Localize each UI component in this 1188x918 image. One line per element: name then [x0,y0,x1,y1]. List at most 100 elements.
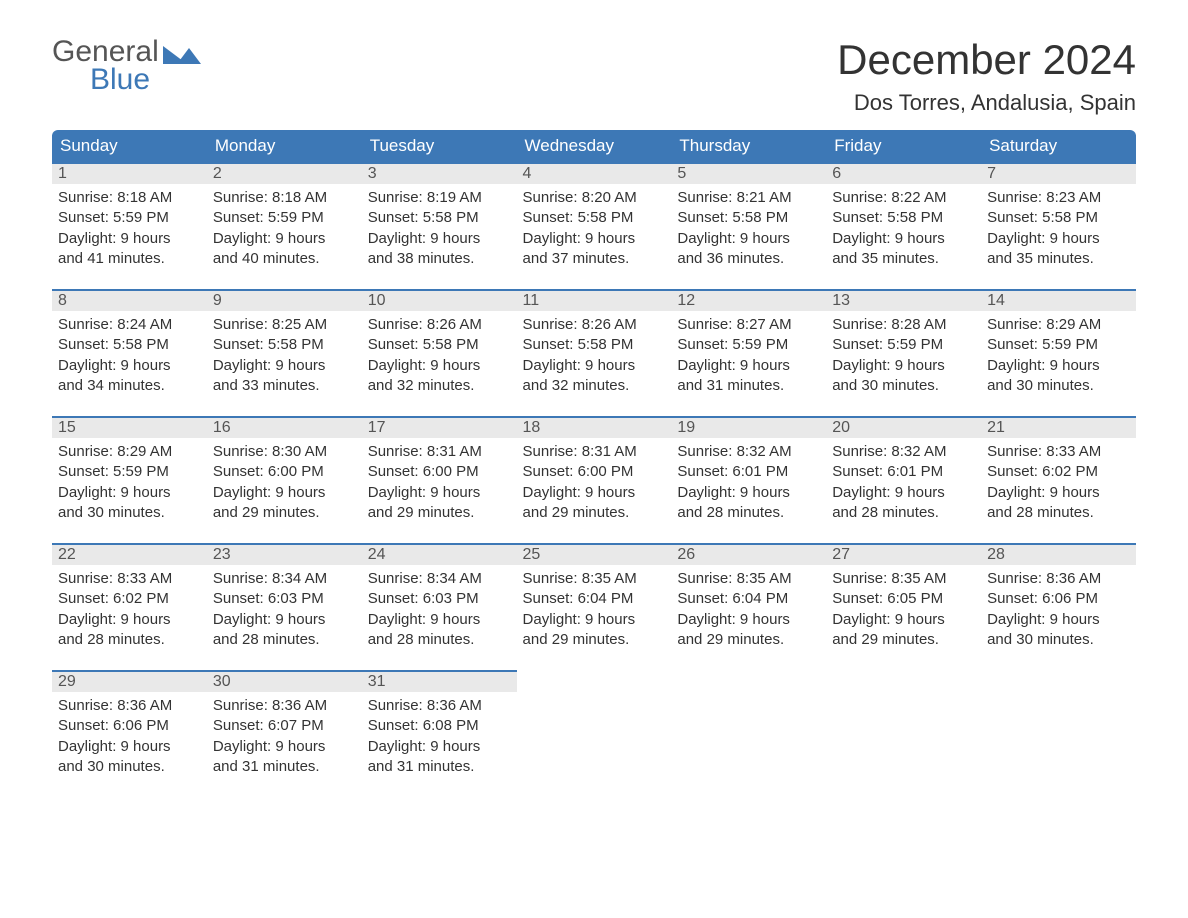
day-body: Sunrise: 8:29 AMSunset: 5:59 PMDaylight:… [981,311,1136,396]
calendar-cell: 4Sunrise: 8:20 AMSunset: 5:58 PMDaylight… [517,162,672,289]
day-body: Sunrise: 8:29 AMSunset: 5:59 PMDaylight:… [52,438,207,523]
day-body: Sunrise: 8:33 AMSunset: 6:02 PMDaylight:… [981,438,1136,523]
day-daylight2: and 40 minutes. [213,249,356,269]
day-daylight2: and 32 minutes. [368,376,511,396]
day-daylight1: Daylight: 9 hours [832,610,975,630]
day-number: 11 [517,291,672,311]
calendar-cell: 17Sunrise: 8:31 AMSunset: 6:00 PMDayligh… [362,416,517,543]
day-daylight2: and 28 minutes. [213,630,356,650]
day-sunrise: Sunrise: 8:31 AM [368,442,511,462]
calendar-cell: 6Sunrise: 8:22 AMSunset: 5:58 PMDaylight… [826,162,981,289]
day-number: 31 [362,672,517,692]
day-daylight2: and 28 minutes. [832,503,975,523]
calendar-cell [517,670,672,797]
day-sunset: Sunset: 6:01 PM [677,462,820,482]
logo-word-blue: Blue [90,64,159,96]
day-sunrise: Sunrise: 8:29 AM [987,315,1130,335]
day-sunrise: Sunrise: 8:22 AM [832,188,975,208]
day-daylight1: Daylight: 9 hours [523,610,666,630]
day-sunset: Sunset: 6:04 PM [677,589,820,609]
day-sunrise: Sunrise: 8:35 AM [832,569,975,589]
day-sunset: Sunset: 5:58 PM [58,335,201,355]
day-number: 26 [671,545,826,565]
day-body: Sunrise: 8:20 AMSunset: 5:58 PMDaylight:… [517,184,672,269]
calendar-cell: 21Sunrise: 8:33 AMSunset: 6:02 PMDayligh… [981,416,1136,543]
day-daylight1: Daylight: 9 hours [677,229,820,249]
day-number: 10 [362,291,517,311]
calendar-cell: 7Sunrise: 8:23 AMSunset: 5:58 PMDaylight… [981,162,1136,289]
calendar-cell: 12Sunrise: 8:27 AMSunset: 5:59 PMDayligh… [671,289,826,416]
day-body: Sunrise: 8:34 AMSunset: 6:03 PMDaylight:… [362,565,517,650]
day-body: Sunrise: 8:26 AMSunset: 5:58 PMDaylight:… [517,311,672,396]
calendar-cell: 27Sunrise: 8:35 AMSunset: 6:05 PMDayligh… [826,543,981,670]
day-number: 22 [52,545,207,565]
weekday-header: Friday [826,130,981,162]
calendar-cell: 9Sunrise: 8:25 AMSunset: 5:58 PMDaylight… [207,289,362,416]
weekday-header: Sunday [52,130,207,162]
calendar-head: SundayMondayTuesdayWednesdayThursdayFrid… [52,130,1136,162]
day-daylight2: and 29 minutes. [213,503,356,523]
day-sunset: Sunset: 6:05 PM [832,589,975,609]
calendar-cell: 25Sunrise: 8:35 AMSunset: 6:04 PMDayligh… [517,543,672,670]
day-number: 29 [52,672,207,692]
day-sunrise: Sunrise: 8:18 AM [58,188,201,208]
calendar-table: SundayMondayTuesdayWednesdayThursdayFrid… [52,130,1136,797]
day-number: 16 [207,418,362,438]
day-daylight2: and 34 minutes. [58,376,201,396]
day-number: 28 [981,545,1136,565]
weekday-header: Monday [207,130,362,162]
day-daylight1: Daylight: 9 hours [677,356,820,376]
day-number: 14 [981,291,1136,311]
day-sunrise: Sunrise: 8:32 AM [832,442,975,462]
day-daylight1: Daylight: 9 hours [523,483,666,503]
calendar-cell: 31Sunrise: 8:36 AMSunset: 6:08 PMDayligh… [362,670,517,797]
calendar-cell: 28Sunrise: 8:36 AMSunset: 6:06 PMDayligh… [981,543,1136,670]
calendar-cell: 18Sunrise: 8:31 AMSunset: 6:00 PMDayligh… [517,416,672,543]
day-daylight1: Daylight: 9 hours [213,356,356,376]
title-block: December 2024 Dos Torres, Andalusia, Spa… [837,36,1136,116]
weekday-header: Thursday [671,130,826,162]
day-sunrise: Sunrise: 8:34 AM [213,569,356,589]
calendar-cell: 11Sunrise: 8:26 AMSunset: 5:58 PMDayligh… [517,289,672,416]
day-sunset: Sunset: 5:58 PM [987,208,1130,228]
day-number: 30 [207,672,362,692]
day-number: 1 [52,164,207,184]
day-sunset: Sunset: 6:00 PM [523,462,666,482]
day-number: 3 [362,164,517,184]
day-number: 8 [52,291,207,311]
day-number: 7 [981,164,1136,184]
calendar-cell: 23Sunrise: 8:34 AMSunset: 6:03 PMDayligh… [207,543,362,670]
calendar-cell: 20Sunrise: 8:32 AMSunset: 6:01 PMDayligh… [826,416,981,543]
day-body: Sunrise: 8:36 AMSunset: 6:06 PMDaylight:… [981,565,1136,650]
day-sunrise: Sunrise: 8:35 AM [677,569,820,589]
day-number: 4 [517,164,672,184]
day-body: Sunrise: 8:27 AMSunset: 5:59 PMDaylight:… [671,311,826,396]
day-number: 19 [671,418,826,438]
day-body: Sunrise: 8:32 AMSunset: 6:01 PMDaylight:… [826,438,981,523]
month-title: December 2024 [837,36,1136,84]
day-body: Sunrise: 8:36 AMSunset: 6:06 PMDaylight:… [52,692,207,777]
calendar-cell: 24Sunrise: 8:34 AMSunset: 6:03 PMDayligh… [362,543,517,670]
day-number: 24 [362,545,517,565]
day-sunrise: Sunrise: 8:33 AM [987,442,1130,462]
day-number: 25 [517,545,672,565]
calendar-cell: 14Sunrise: 8:29 AMSunset: 5:59 PMDayligh… [981,289,1136,416]
day-sunset: Sunset: 5:58 PM [368,208,511,228]
day-daylight2: and 37 minutes. [523,249,666,269]
day-sunset: Sunset: 5:59 PM [213,208,356,228]
calendar-week: 1Sunrise: 8:18 AMSunset: 5:59 PMDaylight… [52,162,1136,289]
calendar-cell: 8Sunrise: 8:24 AMSunset: 5:58 PMDaylight… [52,289,207,416]
day-body: Sunrise: 8:35 AMSunset: 6:04 PMDaylight:… [517,565,672,650]
day-sunset: Sunset: 6:06 PM [58,716,201,736]
day-sunset: Sunset: 6:02 PM [987,462,1130,482]
day-daylight1: Daylight: 9 hours [213,229,356,249]
day-daylight1: Daylight: 9 hours [58,356,201,376]
day-sunrise: Sunrise: 8:35 AM [523,569,666,589]
day-daylight2: and 29 minutes. [523,630,666,650]
day-daylight1: Daylight: 9 hours [213,610,356,630]
day-body: Sunrise: 8:35 AMSunset: 6:05 PMDaylight:… [826,565,981,650]
day-sunrise: Sunrise: 8:25 AM [213,315,356,335]
day-daylight2: and 28 minutes. [677,503,820,523]
calendar-cell: 15Sunrise: 8:29 AMSunset: 5:59 PMDayligh… [52,416,207,543]
day-number: 20 [826,418,981,438]
